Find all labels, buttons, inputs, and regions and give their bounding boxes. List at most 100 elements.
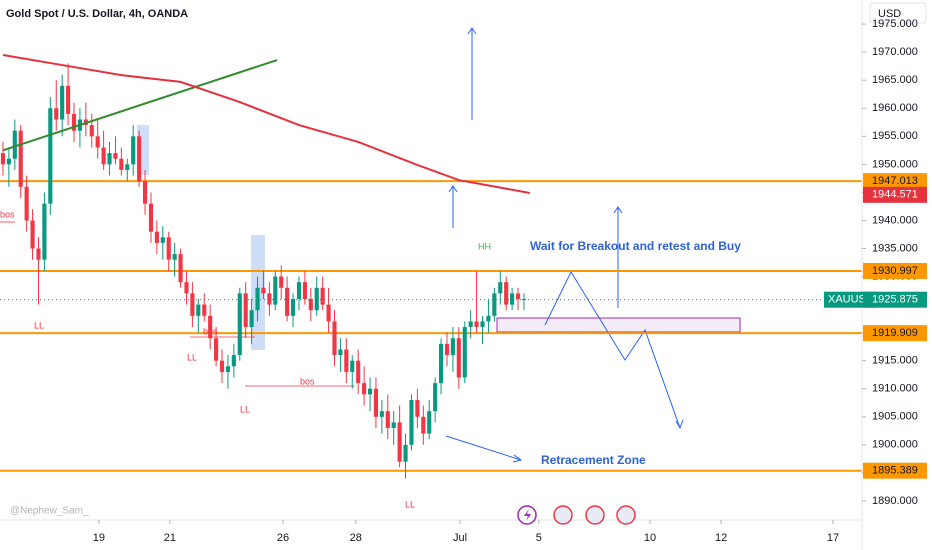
level-label: 1919.909 [872,327,918,339]
candle-body [255,287,260,311]
retest-zone [496,317,741,333]
y-tick-label: 1950.000 [872,158,918,170]
x-tick-label: Jul [453,532,467,544]
plot [0,53,862,479]
candle-body [379,411,384,417]
candle-body [219,360,225,372]
chart-title: Gold Spot / U.S. Dollar, 4h, OANDA [6,8,188,20]
candle-body [6,158,11,165]
y-tick-label: 1910.000 [872,383,918,395]
candle-body [515,293,521,299]
candle-body [214,338,219,361]
candle-body [486,315,491,322]
y-tick-label: 1905.000 [872,411,918,423]
y-tick-label: 1960.000 [872,102,918,114]
level-label-box [863,173,927,190]
level-label-box [863,325,927,342]
candle-body [332,321,337,356]
candle-body [166,237,171,260]
level-label: 1895.389 [872,465,918,477]
candle-body [107,153,112,165]
candle-body [314,287,319,311]
drawings [0,27,741,463]
level-label-box [863,262,927,279]
y-tick-label: 1975.000 [872,18,918,30]
candle-body [237,293,242,356]
y-tick-label: 1970.000 [872,46,918,58]
candle-body [462,327,467,378]
arrowhead [448,185,458,193]
candle-body [95,136,100,148]
event-icon [616,505,636,525]
candle-body [350,360,355,372]
arrowhead [675,419,684,430]
event-icons [517,505,636,525]
candle-body [397,422,402,462]
ma-label: 1944.571 [872,189,918,201]
annotation: LL [187,352,197,362]
candle-body [367,388,373,395]
candle-body [196,304,201,316]
candle-body [326,304,331,322]
candle-body [474,321,479,328]
candle-body [438,343,444,384]
candle-body [30,220,35,249]
x-tick-label: 5 [536,532,542,544]
candle-body [356,360,361,384]
candle-body [492,293,497,316]
candle-body [54,108,59,120]
x-tick-label: 26 [277,532,289,544]
y-tick-label: 1915.000 [872,355,918,367]
level-label: 1947.013 [872,175,918,187]
annotation: LL [240,404,250,414]
candle-body [119,158,124,170]
candle-body [373,388,379,417]
event-icon [553,505,573,525]
candle-body [71,113,77,131]
y-tick-label: 1965.000 [872,74,918,86]
watermark: @Nephew_Sam_ [10,506,89,517]
annotation: bos [0,209,15,219]
candle-body [320,287,325,305]
event-icon-glyph [524,509,531,521]
candle-body [154,231,159,243]
y-tick-label: 1900.000 [872,439,918,451]
candle-body [403,444,408,462]
candle-body [24,186,29,221]
x-tick-label: 10 [644,532,656,544]
candle-body [125,164,130,170]
x-tick-label: 12 [715,532,727,544]
candle-body [172,254,177,260]
candle-body [202,304,207,316]
level-label: 1930.997 [872,265,918,277]
symbol-label: XAUUSD [828,294,874,306]
arrowhead [467,27,477,35]
currency: USD [878,8,901,20]
candle-body [267,293,272,305]
candle-body [148,203,154,232]
candle-body [48,108,53,204]
candle-body [385,411,390,429]
candle-body [225,366,231,372]
y-tick-label: 1940.000 [872,214,918,226]
candle-body [137,136,142,182]
candle-body [504,282,509,305]
candle-body [498,282,503,294]
candle-body [42,203,47,260]
candle-body [409,399,414,445]
candle-body [231,355,236,367]
candle-body [296,282,302,299]
annotation: LL [34,320,44,330]
candle-body [421,416,426,434]
candle-body [427,411,432,434]
y-tick-label: 1890.000 [872,495,918,507]
arrowhead [613,206,623,214]
candle-body [89,125,94,137]
candle-body [468,321,473,328]
annotation: bos [300,376,315,386]
annotation: Retracement Zone [541,453,646,467]
y-tick-label: 1955.000 [872,130,918,142]
arrow [445,435,522,461]
candle-body [308,298,313,311]
